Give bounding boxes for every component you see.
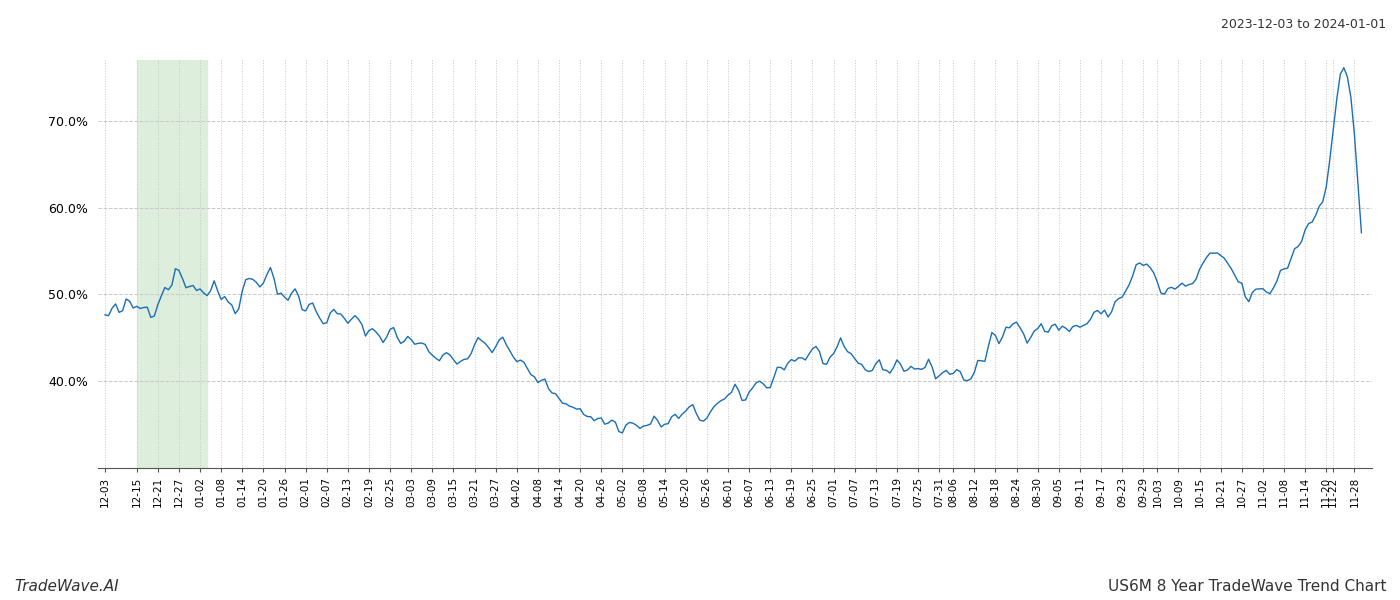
Text: TradeWave.AI: TradeWave.AI (14, 579, 119, 594)
Text: US6M 8 Year TradeWave Trend Chart: US6M 8 Year TradeWave Trend Chart (1107, 579, 1386, 594)
Bar (137, 60, 207, 468)
Text: 2023-12-03 to 2024-01-01: 2023-12-03 to 2024-01-01 (1221, 18, 1386, 31)
